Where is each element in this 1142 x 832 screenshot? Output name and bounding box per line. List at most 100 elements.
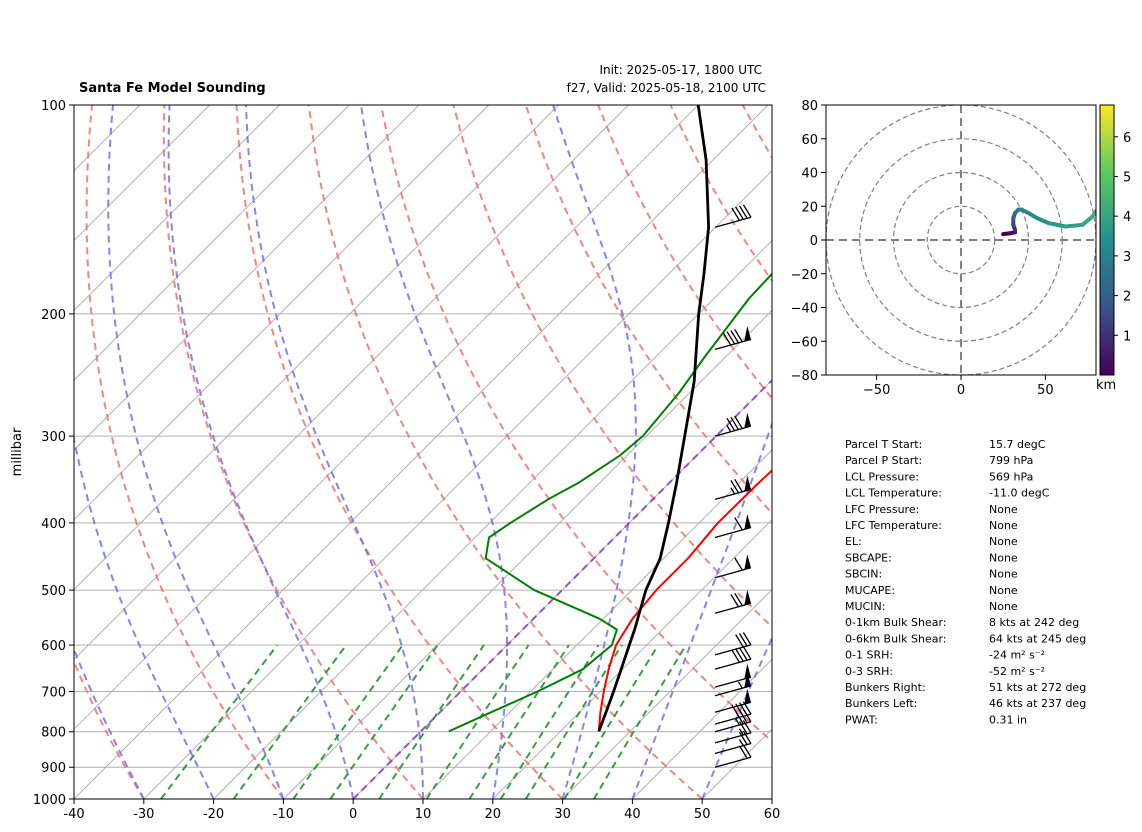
- x-tick-label: 10: [415, 807, 432, 822]
- barb-full: [742, 646, 752, 660]
- barb-full: [731, 207, 740, 221]
- dry-adiabat-line: [452, 105, 772, 629]
- dry-adiabat-line: [597, 105, 772, 400]
- x-tick-label: 0: [349, 807, 357, 822]
- isotherm-line: [143, 170, 772, 799]
- wind-barb: [714, 744, 752, 768]
- isotherm-line: [74, 105, 280, 312]
- wind-barb: [714, 663, 752, 688]
- wind-barb: [714, 514, 752, 539]
- barb-full: [722, 332, 732, 346]
- wind-barb: [714, 412, 752, 437]
- barb-half: [726, 425, 732, 433]
- barb-full: [730, 416, 740, 430]
- stat-value: None: [989, 535, 1018, 548]
- x-tick-label: 30: [554, 807, 571, 822]
- temperature-line: [597, 469, 772, 732]
- mixing-ratio-line: [378, 644, 485, 799]
- isotherm-line: [74, 105, 769, 799]
- dewpoint-line: [448, 272, 772, 733]
- stat-label: MUCAPE:: [845, 584, 895, 597]
- colorbar-tick-label: 6: [1123, 131, 1131, 146]
- stat-label: SBCIN:: [845, 568, 882, 581]
- skewt-ticks: -40 -30 -20 -10 0 10 20 30 40 50 60 100 200 300 400 500…: [33, 99, 780, 822]
- isotherm-line: [422, 449, 772, 799]
- stat-label: Parcel T Start:: [845, 438, 922, 451]
- wind-barb: [714, 672, 752, 697]
- barb-half: [730, 487, 736, 495]
- stat-value: 64 kts at 245 deg: [989, 632, 1086, 645]
- hodograph: −50 0 50 80 60 40 20 0 −20 −40 −60 −80 1 2 3 4 5 6 km: [791, 99, 1132, 398]
- isotherm-line: [74, 105, 629, 661]
- wind-barb: [714, 475, 752, 500]
- wind-barb: [714, 646, 752, 670]
- stat-value: 15.7 degC: [989, 438, 1046, 451]
- stat-label: LFC Temperature:: [845, 519, 942, 532]
- barb-full: [742, 730, 752, 744]
- stat-value: 46 kts at 237 deg: [989, 697, 1086, 710]
- x-tick-label: 20: [485, 807, 502, 822]
- barb-full: [738, 633, 748, 647]
- barb-full: [735, 634, 744, 648]
- barb-flag: [744, 663, 751, 679]
- y-tick-label: 200: [41, 308, 66, 323]
- skewt-lines: [448, 105, 772, 733]
- hodo-y-tick-label: 80: [801, 99, 818, 114]
- x-tick-label: -20: [203, 807, 224, 822]
- colorbar-tick-label: 2: [1123, 290, 1131, 305]
- stat-value: None: [989, 600, 1018, 613]
- dry-adiabat-line: [380, 105, 772, 743]
- barb-staff: [714, 742, 752, 755]
- barb-half: [737, 681, 743, 689]
- barb-flag: [744, 672, 751, 688]
- barb-full: [726, 417, 736, 432]
- x-tick-label: -10: [273, 807, 294, 822]
- mixing-ratio-line: [160, 644, 279, 799]
- hodo-y-tick-label: −80: [791, 369, 818, 384]
- hodo-y-tick-label: −20: [791, 268, 818, 283]
- moist-adiabat-line: [245, 105, 424, 799]
- isotherm-line: [562, 588, 772, 799]
- y-tick-label: 600: [41, 639, 66, 654]
- dry-adiabat-line: [162, 105, 424, 799]
- mixing-ratio-line: [425, 644, 530, 799]
- mixing-ratio-line: [232, 644, 348, 799]
- stat-label: 0-6km Bulk Shear:: [845, 632, 947, 645]
- isotherm-line: [74, 105, 350, 381]
- wind-barb: [714, 632, 752, 656]
- hodograph-trace-segment: [1080, 214, 1095, 227]
- barb-staff: [714, 216, 752, 228]
- stat-value: -52 m² s⁻²: [989, 665, 1045, 678]
- isotherm-line: [352, 379, 772, 799]
- hodo-y-tick-label: −40: [791, 302, 818, 317]
- stat-value: None: [989, 551, 1018, 564]
- hodograph-ring: [926, 205, 996, 275]
- stat-label: LCL Pressure:: [845, 470, 919, 483]
- barb-full: [734, 329, 743, 343]
- stat-value: 569 hPa: [989, 470, 1033, 483]
- chart-title: Santa Fe Model Sounding: [79, 81, 266, 96]
- wind-barb: [714, 325, 752, 351]
- x-tick-label: 50: [694, 807, 711, 822]
- valid-time: f27, Valid: 2025-05-18, 2100 UTC: [567, 81, 766, 95]
- barb-full: [738, 721, 748, 735]
- stat-value: 51 kts at 272 deg: [989, 681, 1086, 694]
- hodo-y-tick-label: 20: [801, 200, 818, 215]
- barb-full: [730, 594, 740, 608]
- barb-staff: [714, 713, 752, 725]
- colorbar-ticks: 1 2 3 4 5 6: [1114, 131, 1131, 344]
- hodograph-body: [826, 105, 1096, 375]
- stat-label: Bunkers Right:: [845, 681, 926, 694]
- barb-full: [742, 744, 752, 758]
- barb-full: [734, 415, 743, 429]
- hodo-x-tick-label: 0: [957, 383, 965, 398]
- stat-value: None: [989, 519, 1018, 532]
- skewt-plot: -40 -30 -20 -10 0 10 20 30 40 50 60 100 200 300 400 500…: [10, 99, 780, 822]
- sounding-stats: Parcel T Start: 15.7 degC Parcel P Start: 7…: [845, 438, 1086, 726]
- stat-label: LCL Temperature:: [845, 487, 942, 500]
- hodograph-ticks: −50 0 50 80 60 40 20 0 −20 −40 −60 −80: [791, 99, 1054, 398]
- stat-label: 0-3 SRH:: [845, 665, 893, 678]
- barb-full: [742, 720, 752, 734]
- isotherm-line: [213, 239, 772, 799]
- colorbar: [1099, 104, 1115, 376]
